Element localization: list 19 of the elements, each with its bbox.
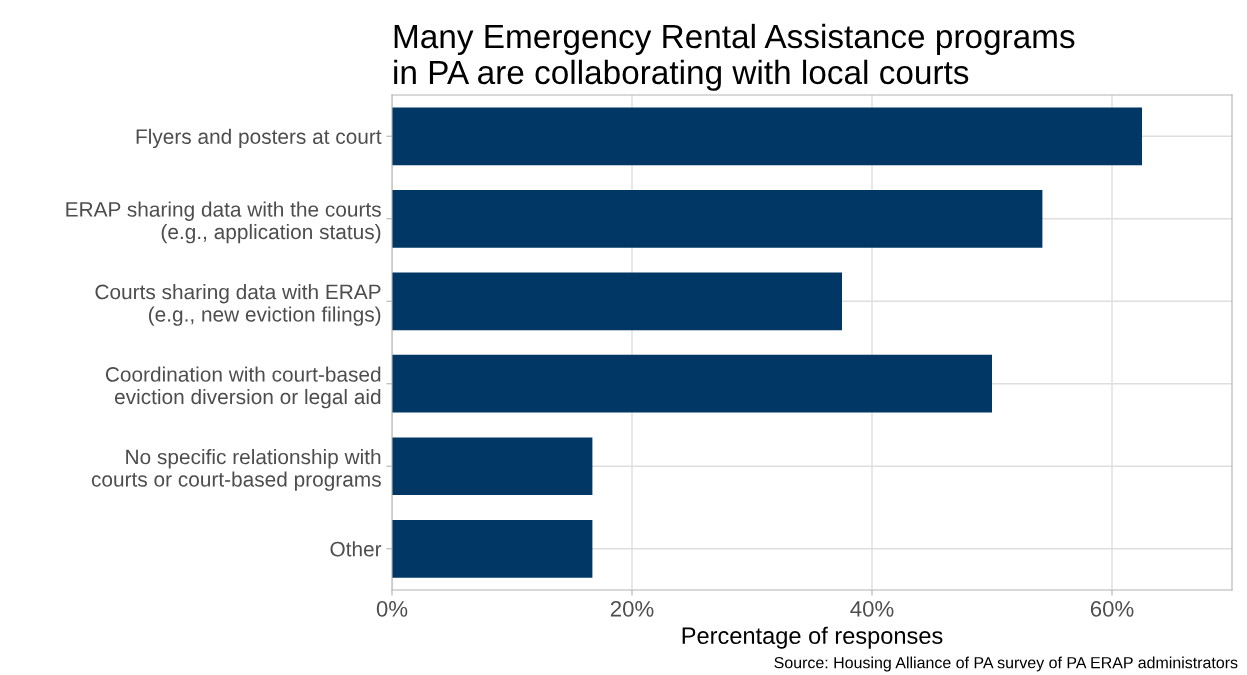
- x-tick-label: 60%: [1090, 601, 1134, 617]
- y-tick-label: No specific relationship with courts or court-based programs: [91, 448, 381, 491]
- bar: [392, 437, 593, 496]
- chart-title: Many Emergency Rental Assistance programs in PA are collaborating with local courts: [394, 23, 1075, 91]
- x-axis-title: Percentage of responses: [682, 626, 943, 649]
- bar: [392, 272, 842, 331]
- y-tick-label: Flyers and posters at court: [136, 128, 382, 149]
- bar: [392, 189, 1043, 248]
- bar: [392, 519, 593, 578]
- y-tick-label: Courts sharing data with ERAP (e.g., new eviction filings): [95, 283, 381, 326]
- bar: [392, 107, 1142, 166]
- source-note: Source: Housing Alliance of PA survey of PA ERAP administrators: [774, 656, 1238, 672]
- bar: [392, 354, 992, 413]
- x-tick-label: 20%: [610, 601, 654, 617]
- x-tick-label: 40%: [850, 601, 894, 617]
- y-tick-label: Other: [330, 541, 382, 557]
- y-tick-label: ERAP sharing data with the courts (e.g., application status): [66, 201, 381, 244]
- y-tick-label: Coordination with court-based eviction diversion or legal aid: [105, 366, 381, 409]
- x-tick-label: 0%: [376, 601, 408, 617]
